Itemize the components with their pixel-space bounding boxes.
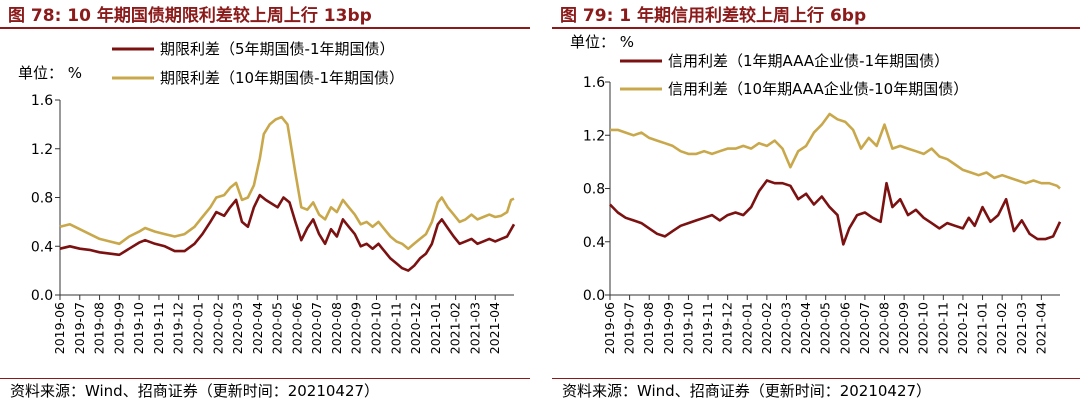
x-tick-label: 2020-12 [408, 302, 423, 354]
chart-credit-spread: 单位： % 0.0 0.4 0.8 1.2 1.6 2019-06 2019-07 2019-0… [570, 33, 1062, 354]
x-tick-label: 2020-08 [877, 302, 892, 354]
x-tick-label: 2020-03 [778, 302, 793, 354]
y-tick-label: 0.4 [31, 239, 53, 255]
bottom-divider [0, 378, 530, 379]
series-line-1 [610, 112, 1061, 190]
x-tick-label: 2020-09 [896, 302, 911, 354]
x-tick-label: 2019-06 [52, 302, 67, 354]
x-tick-label: 2020-01 [190, 302, 205, 354]
x-tick-label: 2019-07 [622, 302, 637, 354]
x-tick-label: 2020-02 [759, 302, 774, 354]
x-tick-label: 2020-07 [857, 302, 872, 354]
x-tick-label: 2021-03 [467, 302, 482, 354]
x-tick-label: 2020-06 [837, 302, 852, 354]
x-tick-label: 2019-12 [171, 302, 186, 354]
chart-title: 图 78: 10 年期国债期限利差较上周上行 13bp [8, 6, 372, 26]
x-tick-label: 2020-09 [349, 302, 364, 354]
x-tick-label: 2020-02 [210, 302, 225, 354]
x-tick-label: 2019-10 [680, 302, 695, 354]
x-tick-label: 2019-07 [72, 302, 87, 354]
series-line-0 [609, 179, 1062, 246]
chart-panel-right: 图 79: 1 年期信用利差较上周上行 6bp 单位： % 0.0 0.4 0.8 1.… [552, 0, 1080, 403]
x-tick-label: 2019-09 [111, 302, 126, 354]
x-tick-label: 2019-11 [151, 302, 166, 354]
y-tick-label: 1.2 [31, 142, 53, 158]
x-tick-label: 2021-01 [428, 302, 443, 354]
source-note: 资料来源：Wind、招商证券（更新时间：20210427） [562, 382, 932, 400]
source-note: 资料来源：Wind、招商证券（更新时间：20210427） [10, 382, 380, 400]
series-line-0 [59, 193, 516, 272]
x-tick-label: 2019-12 [720, 302, 735, 354]
x-tick-label: 2019-09 [661, 302, 676, 354]
x-tick-label: 2020-03 [230, 302, 245, 354]
y-tick-label: 0.0 [583, 288, 605, 304]
y-tick-label: 0.8 [583, 182, 605, 198]
y-tick-label: 0.8 [31, 191, 53, 207]
unit-label: 单位： % [18, 64, 82, 82]
series-line-1 [59, 115, 515, 250]
legend-label-1: 信用利差（10年期AAA企业债-10年期国债） [668, 80, 968, 98]
x-tick-label: 2019-08 [92, 302, 107, 354]
y-tick-label: 1.6 [583, 75, 605, 91]
x-tick-label: 2020-10 [916, 302, 931, 354]
x-tick-label: 2021-04 [487, 302, 502, 354]
x-tick-label: 2020-11 [935, 302, 950, 354]
x-tick-label: 2020-05 [270, 302, 285, 354]
legend-label-0: 期限利差（5年期国债-1年期国债） [160, 40, 395, 58]
bottom-divider [552, 378, 1080, 379]
chart-title: 图 79: 1 年期信用利差较上周上行 6bp [560, 6, 867, 26]
x-tick-label: 2021-02 [994, 302, 1009, 354]
x-tick-label: 2020-01 [739, 302, 754, 354]
x-tick-label: 2019-10 [131, 302, 146, 354]
legend-label-1: 期限利差（10年期国债-1年期国债） [160, 69, 404, 87]
x-tick-label: 2019-06 [602, 302, 617, 354]
legend-label-0: 信用利差（1年期AAA企业债-1年期国债） [668, 52, 949, 70]
chart-panel-left: 图 78: 10 年期国债期限利差较上周上行 13bp 单位： % 0.0 0.4 0… [0, 0, 530, 403]
x-tick-label: 2020-07 [309, 302, 324, 354]
title-divider [552, 27, 1080, 29]
x-tick-label: 2020-11 [388, 302, 403, 354]
y-tick-label: 0.4 [583, 235, 605, 251]
chart-term-spread: 单位： % 0.0 0.4 0.8 1.2 1.6 2019-06 2019-07 2019-0… [18, 40, 516, 354]
y-tick-label: 1.2 [583, 128, 605, 144]
x-tick-label: 2021-01 [975, 302, 990, 354]
y-tick-label: 0.0 [31, 288, 53, 304]
x-tick-label: 2021-02 [448, 302, 463, 354]
y-tick-label: 1.6 [31, 93, 53, 109]
x-tick-label: 2020-08 [329, 302, 344, 354]
x-tick-label: 2019-11 [700, 302, 715, 354]
x-tick-label: 2021-04 [1033, 302, 1048, 354]
x-tick-label: 2020-12 [955, 302, 970, 354]
x-tick-label: 2020-04 [798, 302, 813, 354]
x-tick-label: 2020-10 [369, 302, 384, 354]
title-divider [0, 27, 530, 29]
x-tick-label: 2020-06 [289, 302, 304, 354]
x-tick-label: 2021-03 [1014, 302, 1029, 354]
unit-label: 单位： % [570, 33, 634, 51]
x-tick-label: 2019-08 [641, 302, 656, 354]
x-tick-label: 2020-05 [818, 302, 833, 354]
x-tick-label: 2020-04 [250, 302, 265, 354]
